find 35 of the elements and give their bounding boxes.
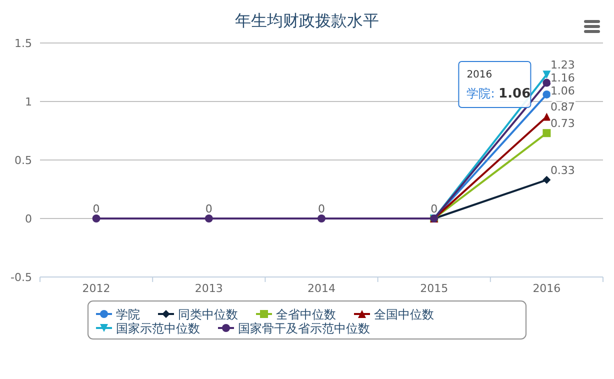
x-tick-label: 2012	[82, 282, 110, 295]
data-label: 0	[430, 202, 438, 216]
x-tick-label: 2014	[308, 282, 336, 295]
point	[204, 214, 213, 222]
data-label: 0.33	[550, 164, 575, 177]
data-label: 0	[318, 202, 325, 216]
data-label: 0.73	[550, 117, 575, 130]
annotation: 2016 学院: 1.06	[466, 69, 531, 102]
point	[318, 214, 326, 222]
data-label: 1.23	[550, 58, 575, 72]
data-label: 0.87	[550, 100, 575, 114]
legend-label: 全国中位数	[374, 308, 434, 322]
point	[542, 90, 551, 98]
legend-label: 国家示范中位数	[116, 322, 200, 336]
y-tick-label: -0.5	[10, 271, 32, 284]
point	[542, 78, 551, 87]
y-tick-label: 1.5	[14, 37, 32, 50]
y-tick-label: 0.5	[14, 154, 32, 167]
x-tick-label: 2013	[194, 282, 223, 295]
y-tick-label: 0	[25, 212, 32, 226]
data-label: 1.06	[550, 84, 575, 98]
point	[542, 129, 551, 138]
x-tick-label: 2015	[420, 282, 448, 295]
data-label: 0	[205, 202, 212, 216]
legend-label: 同类中位数	[178, 308, 238, 322]
data-label: 0	[92, 202, 100, 216]
y-tick-label: 1	[25, 96, 32, 108]
data-label: 1.16	[550, 72, 575, 85]
point	[92, 214, 100, 222]
chart-title: 年生均财政拨款水平	[235, 11, 379, 30]
legend-label: 全省中位数	[276, 308, 336, 322]
legend-label: 学院	[116, 308, 140, 322]
legend-label: 国家骨干及省示范中位数	[238, 322, 370, 336]
x-tick-label: 2016	[532, 282, 561, 295]
point	[542, 176, 551, 184]
